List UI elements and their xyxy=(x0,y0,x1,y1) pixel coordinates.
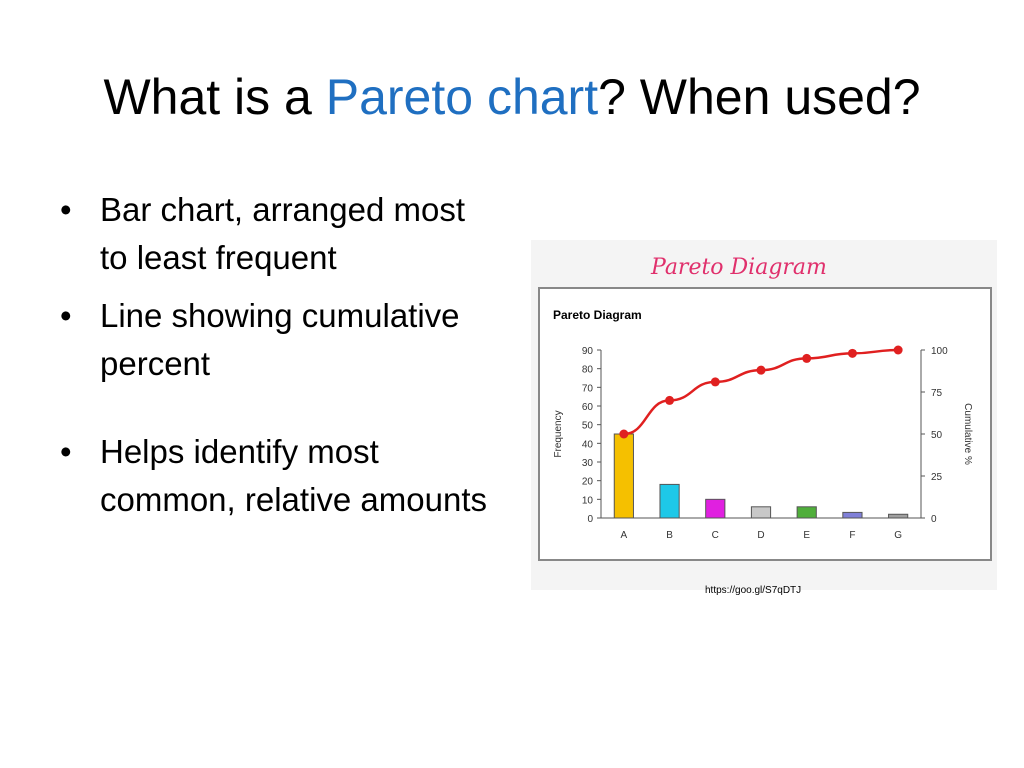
cumulative-point-B xyxy=(665,395,675,405)
y-tick-label: 90 xyxy=(582,346,594,357)
plot-area: 0 10 20 30 40 50 60 70 80 90 0 25 50 75 100 Frequency Cu… xyxy=(553,345,973,541)
pareto-figure: Pareto Diagram Pareto Diagram 0 10 20 30 40 5… xyxy=(531,240,997,590)
bar-C xyxy=(705,498,726,519)
y-tick-label: 30 xyxy=(582,458,594,469)
y-tick-label: 80 xyxy=(582,365,594,376)
bar-D xyxy=(750,506,772,519)
cumulative-point-G xyxy=(893,345,903,355)
y-tick-label: 60 xyxy=(582,402,594,413)
x-tick-label: C xyxy=(712,530,719,541)
source-link[interactable]: https://goo.gl/S7qDTJ xyxy=(705,585,802,596)
bar-F xyxy=(842,511,863,519)
bullet-dot: • xyxy=(60,433,72,470)
bullet-text: Bar chart, arranged most to least freque… xyxy=(100,191,465,276)
chart-title: Pareto Diagram xyxy=(553,308,642,322)
title-part-1: What is a xyxy=(103,69,326,125)
title-accent: Pareto chart xyxy=(325,69,599,125)
y2-axis-label: Cumulative % xyxy=(962,403,973,465)
page-title: What is a Pareto chart? When used? xyxy=(0,62,1024,132)
y-axis-label: Frequency xyxy=(553,410,564,457)
cumulative-point-E xyxy=(802,353,812,363)
y2-tick-label: 100 xyxy=(931,346,948,357)
x-tick-label: E xyxy=(803,530,810,541)
y-tick-label: 50 xyxy=(582,421,594,432)
bullet-text: Helps identify most common, relative amo… xyxy=(100,433,487,518)
bar-E xyxy=(796,506,817,519)
chart-frame xyxy=(538,287,992,561)
x-tick-label: A xyxy=(621,530,628,541)
bar-A xyxy=(613,433,634,519)
bullet-item: • Line showing cumulative percent xyxy=(58,292,488,388)
y-tick-label: 40 xyxy=(582,439,594,450)
y-tick-label: 70 xyxy=(582,383,594,394)
bullet-list: • Bar chart, arranged most to least freq… xyxy=(58,186,488,524)
y2-tick-label: 75 xyxy=(931,388,943,399)
bar-B xyxy=(659,483,680,519)
cumulative-point-A xyxy=(619,429,629,439)
y-tick-label: 20 xyxy=(582,477,594,488)
cumulative-point-D xyxy=(756,365,766,375)
y-tick-label: 10 xyxy=(582,495,594,506)
x-tick-label: D xyxy=(757,530,764,541)
x-tick-label: B xyxy=(666,530,673,541)
bullet-dot: • xyxy=(60,297,72,334)
bullet-dot: • xyxy=(60,191,72,228)
bullet-item: • Bar chart, arranged most to least freq… xyxy=(58,186,488,282)
x-tick-label: G xyxy=(894,530,902,541)
bullet-item: • Helps identify most common, relative a… xyxy=(58,428,488,524)
y2-tick-label: 25 xyxy=(931,472,943,483)
y-tick-label: 0 xyxy=(587,514,593,525)
pareto-chart: Pareto Diagram Pareto Diagram 0 10 20 30 40 5… xyxy=(538,255,992,561)
x-tick-label: F xyxy=(849,530,855,541)
title-part-2: ? When used? xyxy=(598,69,921,125)
banner-title: Pareto Diagram xyxy=(650,255,827,280)
y2-tick-label: 50 xyxy=(931,430,943,441)
y2-tick-label: 0 xyxy=(931,514,937,525)
bar-G xyxy=(888,513,909,519)
cumulative-point-F xyxy=(847,348,857,358)
bullet-text: Line showing cumulative percent xyxy=(100,297,460,382)
cumulative-point-C xyxy=(710,377,720,387)
